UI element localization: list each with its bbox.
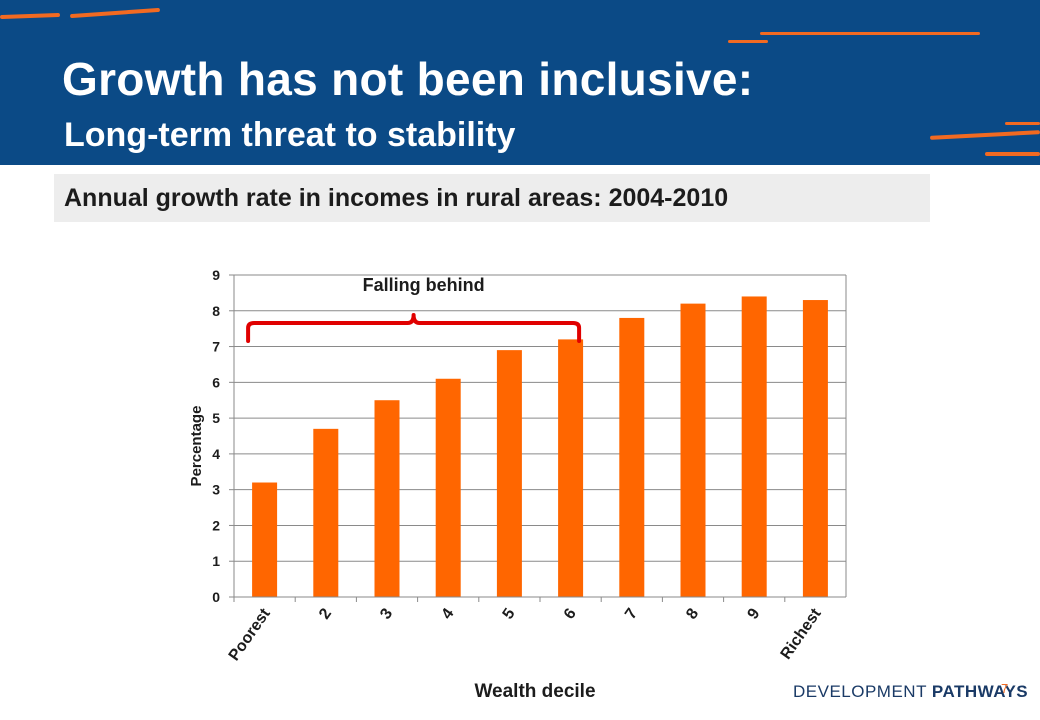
logo-text-bold: PATHWAYS	[931, 682, 1029, 701]
x-tick-label: 5	[500, 605, 519, 622]
bar	[435, 378, 461, 597]
bar	[252, 482, 278, 597]
bar	[680, 303, 706, 597]
x-tick-label: 4	[438, 605, 457, 622]
x-tick-label: Richest	[778, 605, 825, 663]
y-tick-label: 8	[212, 303, 220, 319]
bar	[374, 400, 400, 597]
axes	[229, 274, 847, 602]
section-heading-box: Annual growth rate in incomes in rural a…	[54, 174, 930, 222]
y-tick-label: 2	[212, 517, 220, 533]
annotation: Falling behind	[246, 275, 582, 343]
x-tick-label: 7	[622, 605, 641, 622]
x-axis-title: Wealth decile	[474, 681, 595, 702]
x-tick-label: 8	[683, 605, 702, 622]
x-tick-label: 3	[377, 605, 396, 622]
annotation-label: Falling behind	[363, 275, 485, 295]
y-tick-label: 4	[212, 446, 220, 462]
bar	[496, 350, 522, 597]
decorative-streak	[760, 32, 980, 35]
decorative-streak	[728, 40, 768, 43]
page-subtitle: Long-term threat to stability	[64, 116, 516, 154]
y-tick-label: 1	[212, 553, 220, 569]
page-title: Growth has not been inclusive:	[62, 53, 754, 105]
x-tick-label: 9	[744, 605, 763, 622]
bar	[313, 428, 339, 597]
falling-behind-bracket	[246, 313, 582, 343]
y-tick-label: 6	[212, 374, 220, 390]
y-tick-label: 7	[212, 339, 220, 355]
y-axis-title: Percentage	[188, 406, 205, 487]
x-tick-label: 6	[561, 605, 580, 622]
bar	[741, 296, 767, 597]
y-tick-label: 9	[212, 267, 220, 283]
page-number: 7	[1001, 681, 1009, 696]
decorative-streak	[1005, 122, 1040, 125]
bar	[558, 339, 584, 597]
bar	[802, 300, 828, 597]
bars	[252, 296, 828, 597]
brand-logo: DEVELOPMENT PATHWAYS	[793, 682, 1028, 702]
logo-text-regular: DEVELOPMENT	[793, 682, 932, 701]
header-banner: Growth has not been inclusive: Long-term…	[0, 0, 1040, 165]
y-tick-label: 0	[212, 589, 220, 605]
decorative-streak	[985, 152, 1040, 156]
bar	[619, 317, 645, 597]
y-tick-label: 3	[212, 482, 220, 498]
y-tick-label: 5	[212, 410, 220, 426]
section-heading: Annual growth rate in incomes in rural a…	[64, 184, 729, 212]
x-tick-label: 2	[316, 605, 335, 622]
x-tick-label: Poorest	[226, 605, 274, 664]
